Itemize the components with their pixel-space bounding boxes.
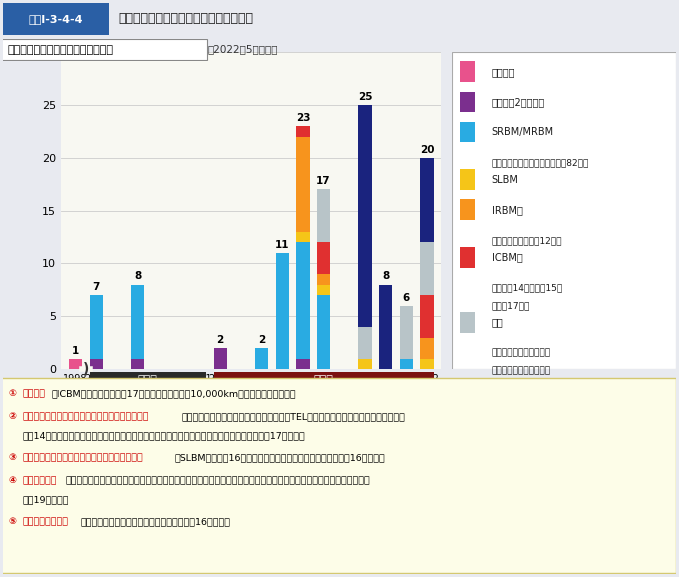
Bar	[420, 158, 434, 242]
Bar	[131, 359, 144, 369]
Bar	[296, 242, 310, 359]
Text: 11: 11	[275, 240, 289, 250]
Text: 金正日: 金正日	[138, 376, 158, 385]
Text: ③: ③	[9, 453, 17, 462]
Bar	[420, 338, 434, 359]
Text: ICBM級: ICBM級	[492, 252, 523, 263]
Text: 不明: 不明	[492, 317, 504, 328]
Bar	[69, 359, 82, 369]
Text: 2: 2	[258, 335, 265, 345]
FancyBboxPatch shape	[0, 39, 207, 60]
Bar	[90, 373, 206, 388]
Bar	[317, 242, 330, 274]
Text: ①: ①	[9, 389, 17, 398]
Bar	[399, 359, 413, 369]
Text: ：SLBMの発射（16年～）。弾道ミサイルの固体燃料化推進（16年～）。: ：SLBMの発射（16年～）。弾道ミサイルの固体燃料化推進（16年～）。	[175, 453, 386, 462]
Text: ：通常よりも低高度で変則的な軌道で飛翔可能ともいわれるイスカンデルとの外形上類似点のある短距離弾道ミサイル: ：通常よりも低高度で変則的な軌道で飛翔可能ともいわれるイスカンデルとの外形上類似…	[66, 476, 371, 485]
FancyBboxPatch shape	[460, 92, 475, 112]
Text: ：ICBM級弾道ミサイル（17年～）など、射程が10,000kmを超えるものもある。: ：ICBM級弾道ミサイル（17年～）など、射程が10,000kmを超えるものもあ…	[51, 389, 296, 398]
FancyBboxPatch shape	[0, 378, 676, 573]
Text: 図表Ⅰ-3-4-4: 図表Ⅰ-3-4-4	[29, 14, 84, 24]
Bar	[379, 284, 392, 369]
Text: （14年～）。一部の弾道ミサイルには、終末誘導機動弾頭を装備しているとの指摘もある（17年～）。: （14年～）。一部の弾道ミサイルには、終末誘導機動弾頭を装備しているとの指摘もあ…	[22, 432, 305, 441]
Text: 6: 6	[403, 293, 410, 302]
Text: ): )	[83, 362, 89, 376]
Text: ②: ②	[9, 412, 17, 421]
Text: （19年～）。: （19年～）。	[22, 496, 69, 505]
Bar	[399, 306, 413, 359]
Text: 8: 8	[134, 272, 141, 282]
FancyBboxPatch shape	[452, 52, 676, 369]
Text: IRBM級: IRBM級	[492, 205, 523, 215]
FancyBboxPatch shape	[460, 377, 475, 398]
Text: ：ロフテッド軌道と推定される発射が確認（16年～）。: ：ロフテッド軌道と推定される発射が確認（16年～）。	[80, 517, 230, 526]
Text: 飽和攻撃のために必要な正確性・運用能力の向上: 飽和攻撃のために必要な正確性・運用能力の向上	[22, 412, 149, 421]
Bar	[317, 274, 330, 284]
FancyBboxPatch shape	[460, 169, 475, 190]
Text: 8: 8	[382, 272, 389, 282]
Bar	[90, 359, 103, 369]
Text: 23: 23	[295, 113, 310, 123]
Text: 変則的な軌道: 変則的な軌道	[22, 476, 57, 485]
Text: ⑤: ⑤	[9, 517, 17, 526]
Text: 20: 20	[420, 145, 434, 155]
Text: 可能性があるものなど）: 可能性があるものなど）	[492, 366, 551, 375]
Text: テポドン2・派生型: テポドン2・派生型	[492, 97, 545, 107]
Text: （スカッド、ノドン、「北極昗82」）: （スカッド、ノドン、「北極昗82」）	[492, 158, 589, 167]
Bar	[255, 348, 268, 369]
FancyBboxPatch shape	[460, 200, 475, 220]
Bar	[359, 105, 371, 327]
Text: 北朗鮮による弾道ミサイル等発射数: 北朗鮮による弾道ミサイル等発射数	[7, 44, 113, 55]
Bar	[296, 126, 310, 137]
Bar	[317, 189, 330, 242]
FancyBboxPatch shape	[3, 3, 109, 35]
FancyBboxPatch shape	[460, 122, 475, 143]
Bar	[296, 137, 310, 232]
Text: 25: 25	[358, 92, 372, 102]
Text: テポドン: テポドン	[492, 67, 515, 77]
Text: SLBM: SLBM	[492, 175, 519, 185]
Bar	[317, 295, 330, 369]
Text: 「火昗17」）: 「火昗17」）	[492, 301, 530, 310]
Text: 2: 2	[217, 335, 224, 345]
Text: 7: 7	[92, 282, 100, 292]
Bar	[276, 253, 289, 369]
Text: ④: ④	[9, 476, 17, 485]
Bar	[131, 284, 144, 359]
Text: 金正恩: 金正恩	[314, 376, 333, 385]
Text: SRBM/MRBM: SRBM/MRBM	[492, 127, 554, 137]
Bar	[317, 284, 330, 295]
FancyBboxPatch shape	[460, 312, 475, 333]
Bar	[420, 242, 434, 295]
Text: （失敗・弾道ミサイルの: （失敗・弾道ミサイルの	[492, 349, 551, 358]
Bar	[213, 348, 227, 369]
Bar	[359, 359, 371, 369]
FancyBboxPatch shape	[460, 62, 475, 82]
Text: 秘匿性・即時性の向上、奇襲的攻撃能力の向上: 秘匿性・即時性の向上、奇襲的攻撃能力の向上	[22, 453, 143, 462]
Text: 北朗鮮の弾道ミサイル等発射の主な動向: 北朗鮮の弾道ミサイル等発射の主な動向	[119, 12, 254, 25]
Text: 1: 1	[72, 346, 79, 355]
FancyBboxPatch shape	[460, 247, 475, 268]
Text: 長射程化: 長射程化	[22, 389, 45, 398]
Text: 新型短距離弾道ミサイル: 新型短距離弾道ミサイル	[492, 383, 557, 392]
Bar	[420, 359, 434, 369]
Text: ：過去に例のない地点から、早朝・深夜にTELを用いて複数発射するなどを繰り返す: ：過去に例のない地点から、早朝・深夜にTELを用いて複数発射するなどを繰り返す	[182, 412, 406, 421]
Bar	[213, 373, 434, 388]
Text: （「火昗14」「火昗15」: （「火昗14」「火昗15」	[492, 283, 563, 293]
Bar	[420, 295, 434, 338]
Bar	[359, 327, 371, 359]
Bar	[296, 232, 310, 242]
Text: 発射形態の多様化: 発射形態の多様化	[22, 517, 68, 526]
Text: （2022年5月時点）: （2022年5月時点）	[207, 44, 278, 55]
Bar	[296, 359, 310, 369]
Text: （ムスダン、「火昗12」）: （ムスダン、「火昗12」）	[492, 236, 562, 245]
Text: 17: 17	[316, 177, 331, 186]
Bar	[90, 295, 103, 359]
